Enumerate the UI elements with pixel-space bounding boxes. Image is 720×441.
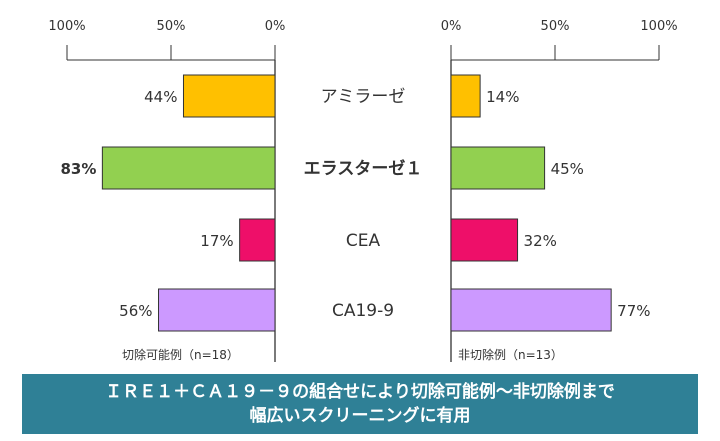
left-axis-tick-label: 0%: [265, 19, 286, 34]
right-bar: [450, 74, 481, 118]
banner-line-2: 幅広いスクリーニングに有用: [249, 406, 471, 426]
butterfly-bar-chart: 100% 50% 0% 0% 50% 100% 44% 14% アミラーゼ 83% 45% エラスター…: [48, 19, 678, 362]
left-value-label: 83%: [60, 160, 96, 178]
right-bar: [450, 146, 546, 190]
left-value-label: 56%: [119, 302, 152, 320]
left-bar: [101, 146, 276, 190]
right-value-label: 32%: [524, 232, 557, 250]
left-value-label: 17%: [200, 232, 233, 250]
left-bar: [182, 74, 276, 118]
category-label: CA19-9: [332, 301, 394, 321]
category-label: エラスターゼ１: [304, 158, 423, 179]
right-value-label: 45%: [551, 160, 584, 178]
conclusion-banner: ＩＲＥ１＋ＣＡ１９－９の組合せにより切除可能例～非切除例まで 幅広いスクリーニン…: [22, 374, 698, 434]
banner-line-1: ＩＲＥ１＋ＣＡ１９－９の組合せにより切除可能例～非切除例まで: [105, 382, 615, 402]
right-axis-tick-label: 100%: [640, 19, 677, 34]
category-label: アミラーゼ: [321, 87, 406, 107]
left-bar: [239, 218, 276, 262]
right-axis-tick-label: 50%: [541, 19, 570, 34]
right-axis-tick-label: 0%: [441, 19, 462, 34]
right-bar: [450, 288, 612, 332]
left-axis-tick-label: 50%: [157, 19, 186, 34]
left-bar: [158, 288, 276, 332]
left-group-label: 切除可能例（n=18）: [122, 347, 239, 362]
category-label: CEA: [346, 231, 381, 251]
right-bar: [450, 218, 519, 262]
right-value-label: 14%: [486, 88, 519, 106]
right-group-label: 非切除例（n=13）: [458, 347, 563, 362]
left-axis-tick-label: 100%: [48, 19, 85, 34]
right-value-label: 77%: [617, 302, 650, 320]
left-value-label: 44%: [144, 88, 177, 106]
